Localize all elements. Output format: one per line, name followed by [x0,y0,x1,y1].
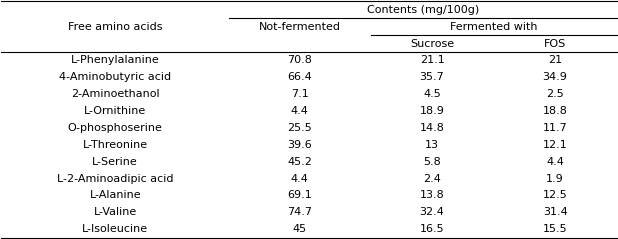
Text: L-2-Aminoadipic acid: L-2-Aminoadipic acid [57,174,174,184]
Text: 66.4: 66.4 [287,72,312,82]
Text: 2-Aminoethanol: 2-Aminoethanol [71,89,159,99]
Text: 2.5: 2.5 [546,89,564,99]
Text: 13: 13 [425,140,439,150]
Text: L-Valine: L-Valine [93,207,137,217]
Text: 11.7: 11.7 [543,123,567,133]
Text: L-Isoleucine: L-Isoleucine [82,224,148,234]
Text: O-phosphoserine: O-phosphoserine [68,123,163,133]
Text: 45: 45 [293,224,307,234]
Text: 18.9: 18.9 [420,106,444,116]
Text: 32.4: 32.4 [420,207,444,217]
Text: L-Alanine: L-Alanine [90,190,141,201]
Text: 18.8: 18.8 [543,106,567,116]
Text: 35.7: 35.7 [420,72,444,82]
Text: L-Serine: L-Serine [92,157,138,167]
Text: 39.6: 39.6 [287,140,312,150]
Text: 15.5: 15.5 [543,224,567,234]
Text: L-Threonine: L-Threonine [83,140,148,150]
Text: Free amino acids: Free amino acids [68,22,163,32]
Text: Not-fermented: Not-fermented [259,22,341,32]
Text: 5.8: 5.8 [423,157,441,167]
Text: 74.7: 74.7 [287,207,312,217]
Text: 4.5: 4.5 [423,89,441,99]
Text: 4.4: 4.4 [546,157,564,167]
Text: 2.4: 2.4 [423,174,441,184]
Text: 25.5: 25.5 [287,123,312,133]
Text: 69.1: 69.1 [287,190,312,201]
Text: 21: 21 [548,55,562,65]
Text: 21.1: 21.1 [420,55,444,65]
Text: Contents (mg/100g): Contents (mg/100g) [366,5,479,15]
Text: 70.8: 70.8 [287,55,312,65]
Text: L-Ornithine: L-Ornithine [84,106,146,116]
Text: 31.4: 31.4 [543,207,567,217]
Text: 16.5: 16.5 [420,224,444,234]
Text: 14.8: 14.8 [420,123,444,133]
Text: 4-Aminobutyric acid: 4-Aminobutyric acid [59,72,171,82]
Text: 34.9: 34.9 [543,72,567,82]
Text: FOS: FOS [544,38,566,49]
Text: 1.9: 1.9 [546,174,564,184]
Text: L-Phenylalanine: L-Phenylalanine [71,55,159,65]
Text: 12.1: 12.1 [543,140,567,150]
Text: 12.5: 12.5 [543,190,567,201]
Text: 7.1: 7.1 [291,89,308,99]
Text: 45.2: 45.2 [287,157,312,167]
Text: 4.4: 4.4 [291,174,309,184]
Text: Sucrose: Sucrose [410,38,454,49]
Text: 13.8: 13.8 [420,190,444,201]
Text: 4.4: 4.4 [291,106,309,116]
Text: Fermented with: Fermented with [450,22,537,32]
